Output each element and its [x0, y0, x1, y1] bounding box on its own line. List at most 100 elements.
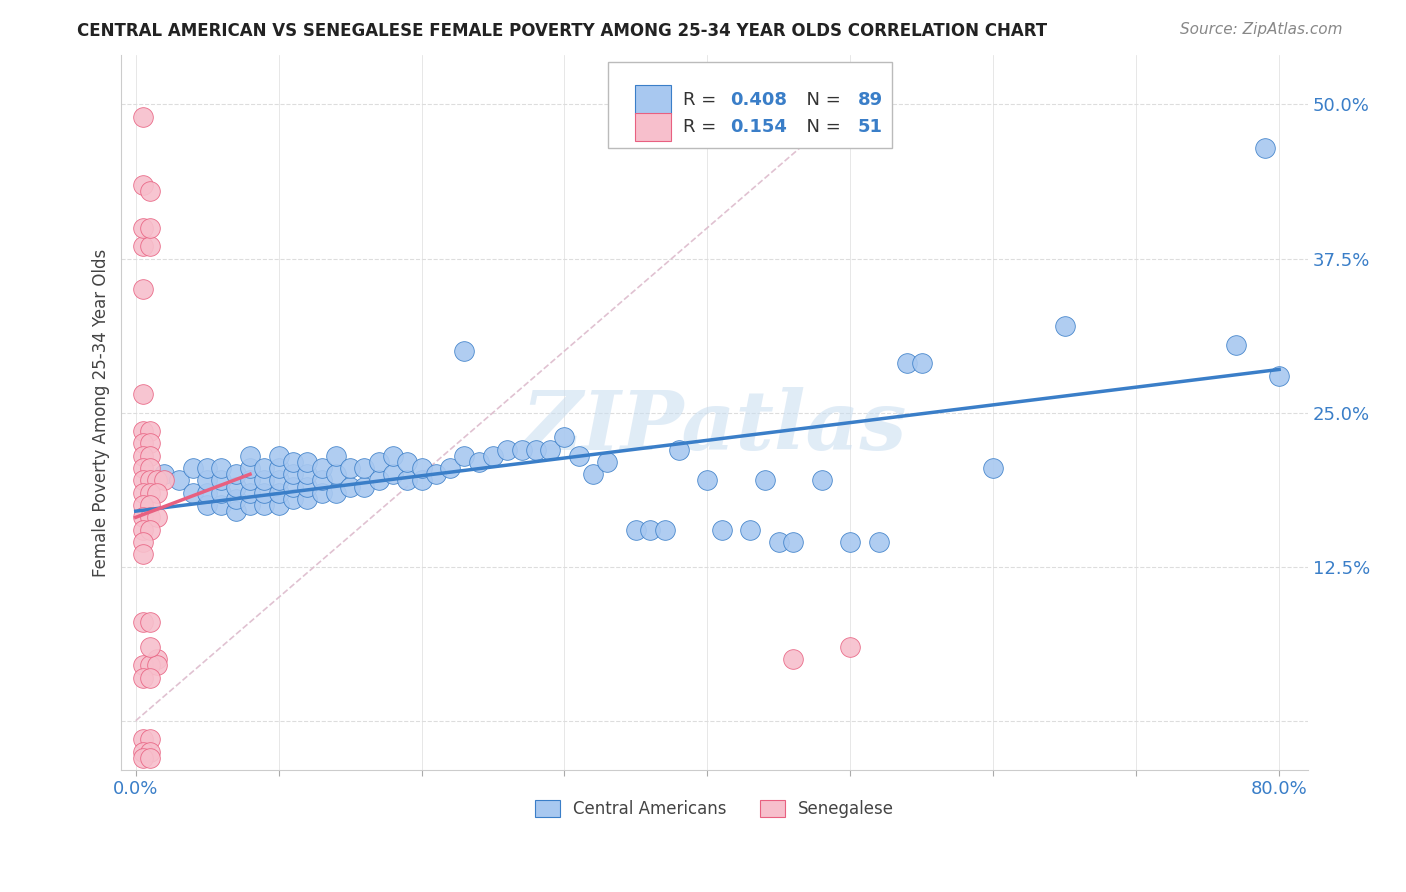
Point: [281, 467, 304, 482]
Point: [139, 498, 162, 512]
Point: [139, 436, 162, 450]
Point: [153, 474, 176, 488]
Point: [1225, 338, 1247, 352]
Text: 89: 89: [858, 91, 883, 109]
Point: [132, 449, 155, 463]
Point: [146, 652, 169, 666]
Point: [132, 658, 155, 673]
Point: [132, 178, 155, 192]
Point: [132, 547, 155, 561]
Point: [267, 449, 290, 463]
Point: [810, 474, 832, 488]
Point: [195, 498, 218, 512]
Point: [225, 504, 247, 518]
Point: [239, 474, 262, 488]
Point: [281, 491, 304, 506]
Point: [211, 485, 233, 500]
Point: [139, 671, 162, 685]
Point: [782, 535, 804, 549]
Point: [139, 750, 162, 764]
Text: R =: R =: [682, 119, 721, 136]
Point: [981, 461, 1004, 475]
Point: [911, 356, 934, 370]
Point: [132, 387, 155, 401]
Point: [311, 461, 333, 475]
Text: ZIPatlas: ZIPatlas: [522, 387, 907, 467]
Point: [782, 652, 804, 666]
Point: [153, 467, 176, 482]
Text: Source: ZipAtlas.com: Source: ZipAtlas.com: [1180, 22, 1343, 37]
Point: [311, 485, 333, 500]
Point: [496, 442, 519, 457]
Point: [132, 436, 155, 450]
Point: [239, 461, 262, 475]
Point: [139, 510, 162, 524]
Point: [1254, 140, 1277, 154]
Point: [297, 455, 319, 469]
Text: 0.154: 0.154: [730, 119, 787, 136]
Point: [239, 498, 262, 512]
Point: [139, 461, 162, 475]
Point: [425, 467, 447, 482]
Point: [325, 485, 347, 500]
Point: [654, 523, 676, 537]
Point: [132, 671, 155, 685]
Point: [139, 239, 162, 253]
Point: [281, 455, 304, 469]
Point: [146, 485, 169, 500]
Text: R =: R =: [682, 91, 721, 109]
Point: [311, 474, 333, 488]
Point: [167, 474, 190, 488]
Point: [582, 467, 605, 482]
Point: [1268, 368, 1291, 383]
Point: [768, 535, 790, 549]
Point: [132, 523, 155, 537]
Point: [132, 461, 155, 475]
Point: [132, 474, 155, 488]
Point: [482, 449, 505, 463]
Point: [139, 184, 162, 198]
Point: [868, 535, 890, 549]
Point: [253, 485, 276, 500]
Point: [146, 510, 169, 524]
Point: [668, 442, 690, 457]
Point: [411, 474, 433, 488]
Text: CENTRAL AMERICAN VS SENEGALESE FEMALE POVERTY AMONG 25-34 YEAR OLDS CORRELATION : CENTRAL AMERICAN VS SENEGALESE FEMALE PO…: [77, 22, 1047, 40]
Point: [225, 479, 247, 493]
Point: [132, 535, 155, 549]
Point: [139, 485, 162, 500]
Text: N =: N =: [796, 91, 846, 109]
Text: 51: 51: [858, 119, 883, 136]
Point: [211, 461, 233, 475]
Point: [510, 442, 533, 457]
Point: [353, 479, 375, 493]
Point: [139, 523, 162, 537]
Point: [139, 474, 162, 488]
Point: [132, 220, 155, 235]
Point: [710, 523, 733, 537]
Point: [839, 640, 862, 654]
Point: [139, 220, 162, 235]
Point: [132, 282, 155, 296]
Point: [568, 449, 591, 463]
Point: [453, 343, 475, 358]
Point: [353, 461, 375, 475]
Point: [139, 745, 162, 759]
Point: [132, 498, 155, 512]
Point: [339, 479, 361, 493]
Point: [139, 732, 162, 747]
Point: [411, 461, 433, 475]
Point: [139, 658, 162, 673]
Point: [139, 640, 162, 654]
Point: [297, 479, 319, 493]
Point: [382, 449, 405, 463]
Point: [553, 430, 575, 444]
Point: [146, 658, 169, 673]
Point: [367, 474, 389, 488]
Point: [267, 474, 290, 488]
Point: [195, 485, 218, 500]
Point: [132, 110, 155, 124]
Point: [382, 467, 405, 482]
Point: [225, 491, 247, 506]
Point: [253, 474, 276, 488]
